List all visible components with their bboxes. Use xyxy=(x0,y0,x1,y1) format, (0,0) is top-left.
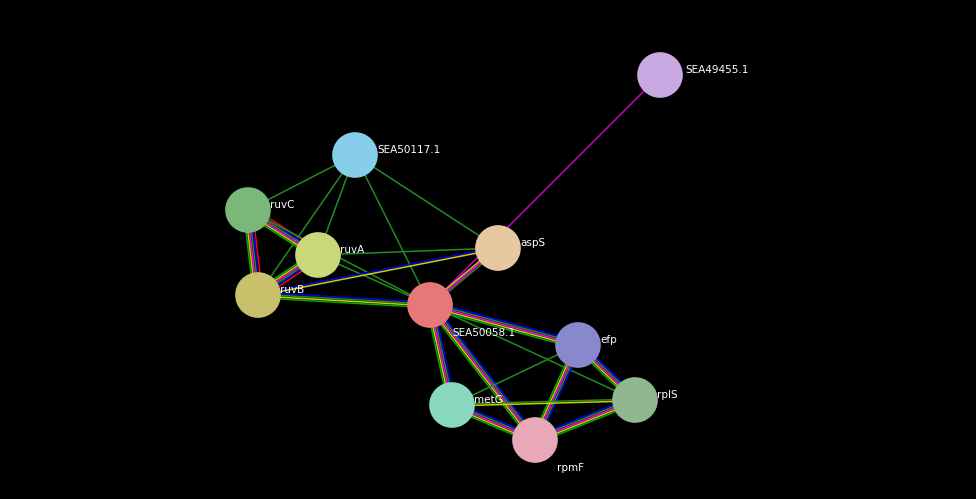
Circle shape xyxy=(226,188,270,232)
Text: ruvC: ruvC xyxy=(270,200,295,210)
Circle shape xyxy=(513,418,557,462)
Circle shape xyxy=(333,133,377,177)
Text: aspS: aspS xyxy=(520,238,546,248)
Circle shape xyxy=(638,53,682,97)
Text: efp: efp xyxy=(600,335,617,345)
Text: rpmF: rpmF xyxy=(557,463,584,473)
Circle shape xyxy=(430,383,474,427)
Text: SEA49455.1: SEA49455.1 xyxy=(685,65,749,75)
Text: rplS: rplS xyxy=(657,390,677,400)
Text: SEA50058.1: SEA50058.1 xyxy=(452,328,515,338)
Circle shape xyxy=(613,378,657,422)
Circle shape xyxy=(236,273,280,317)
Text: ruvA: ruvA xyxy=(340,245,364,255)
Circle shape xyxy=(476,226,520,270)
Circle shape xyxy=(556,323,600,367)
Circle shape xyxy=(296,233,340,277)
Circle shape xyxy=(408,283,452,327)
Text: metG: metG xyxy=(474,395,503,405)
Text: SEA50117.1: SEA50117.1 xyxy=(377,145,440,155)
Text: ruvB: ruvB xyxy=(280,285,305,295)
